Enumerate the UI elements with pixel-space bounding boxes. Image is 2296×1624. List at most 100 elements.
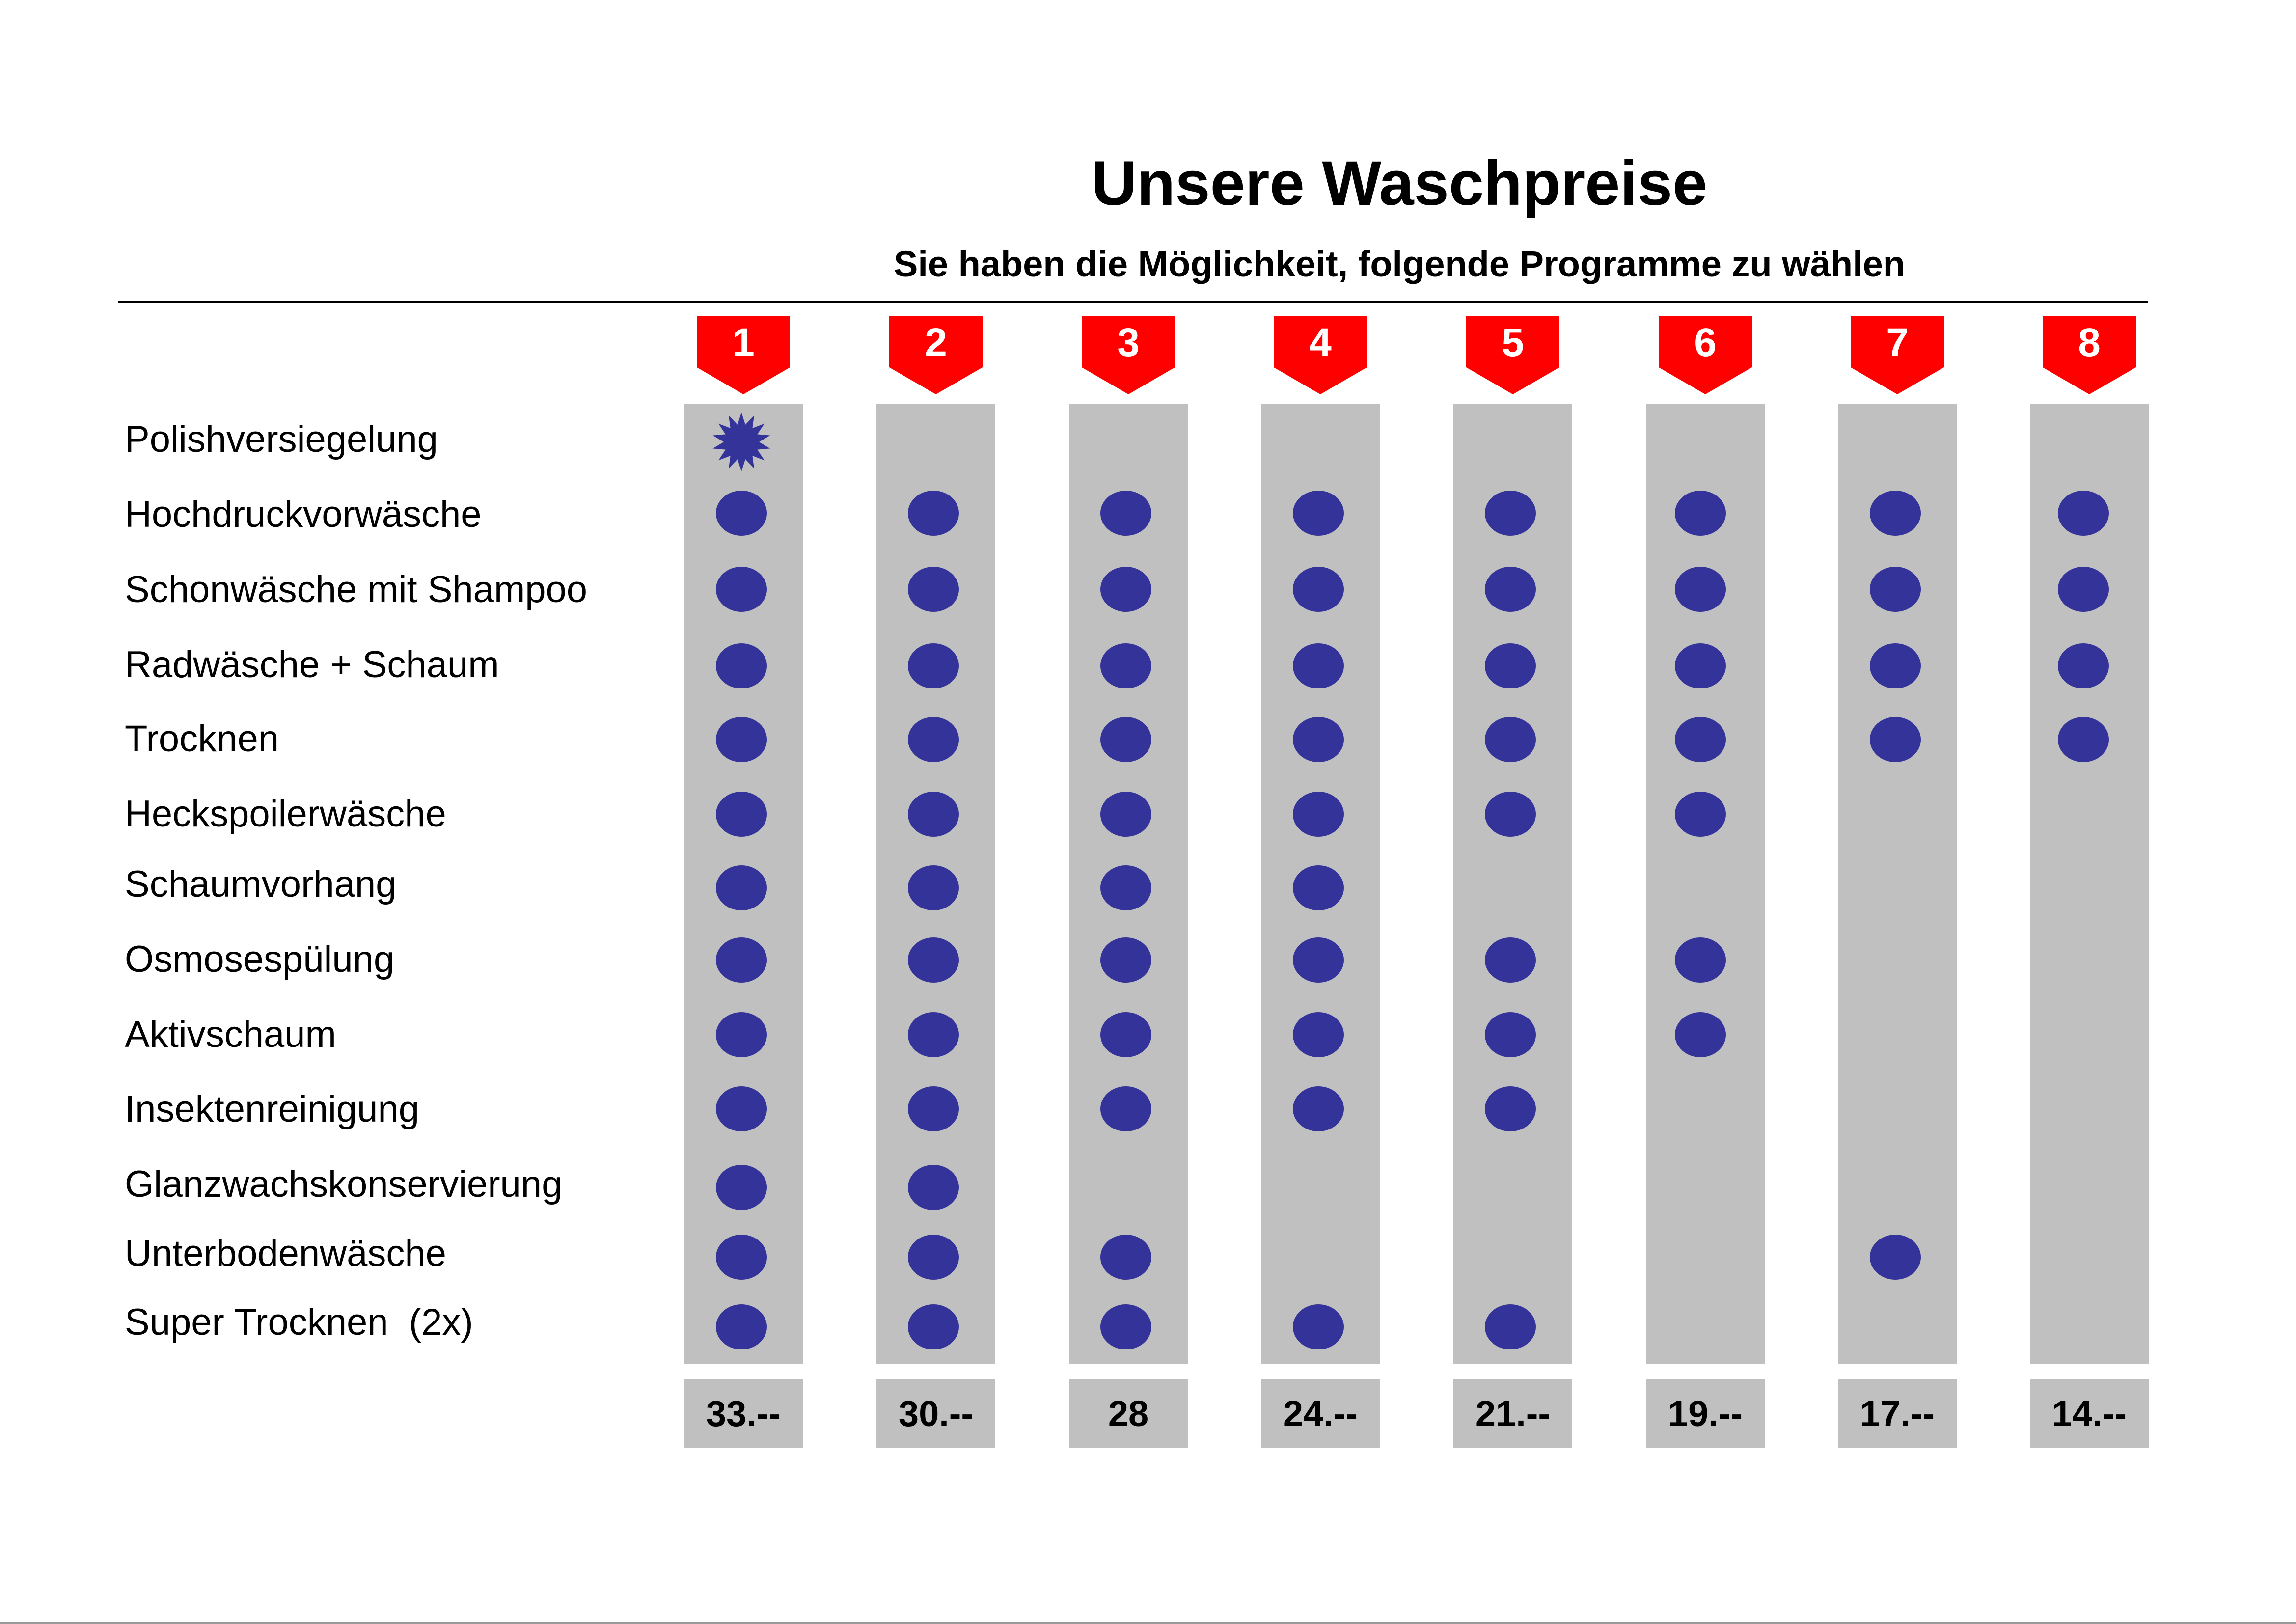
program-tag-3: 3	[1082, 316, 1175, 394]
included-dot	[1675, 717, 1726, 762]
included-dot	[908, 1086, 959, 1131]
program-number: 6	[1694, 320, 1717, 365]
included-dot	[1675, 792, 1726, 837]
included-dot	[1675, 1012, 1726, 1057]
included-dot	[1100, 1012, 1151, 1057]
included-dot	[1100, 1235, 1151, 1280]
program-number: 1	[732, 320, 755, 365]
included-dot	[716, 1012, 767, 1057]
program-number: 4	[1309, 320, 1332, 365]
included-dot	[1100, 567, 1151, 612]
included-dot	[2058, 491, 2109, 536]
included-dot	[908, 567, 959, 612]
feature-label: Hochdruckvorwäsche	[125, 494, 482, 535]
feature-label: Unterbodenwäsche	[125, 1233, 446, 1274]
included-dot	[1293, 717, 1344, 762]
included-dot	[1100, 1086, 1151, 1131]
feature-label: Polishversiegelung	[125, 418, 438, 460]
program-tag-5: 5	[1466, 316, 1559, 394]
included-dot	[716, 865, 767, 910]
included-dot	[1100, 865, 1151, 910]
included-dot	[1100, 643, 1151, 688]
program-tag-6: 6	[1659, 316, 1752, 394]
included-dot	[1293, 643, 1344, 688]
included-dot	[2058, 717, 2109, 762]
feature-label: Schaumvorhang	[125, 863, 397, 905]
program-number: 5	[1502, 320, 1524, 365]
included-dot	[2058, 567, 2109, 612]
page-title: Unsere Waschpreise	[1091, 148, 1708, 219]
feature-label: Aktivschaum	[125, 1014, 336, 1055]
program-number: 3	[1117, 320, 1140, 365]
program-column-5	[1453, 404, 1572, 1364]
program-number: 2	[925, 320, 947, 365]
program-column-7	[1838, 404, 1957, 1364]
included-dot	[908, 717, 959, 762]
included-dot	[2058, 643, 2109, 688]
price-7: 17.--	[1838, 1379, 1957, 1448]
program-tag-4: 4	[1274, 316, 1367, 394]
included-dot	[1293, 567, 1344, 612]
included-dot	[908, 792, 959, 837]
included-dot	[1870, 1235, 1921, 1280]
included-dot	[908, 643, 959, 688]
price-8: 14.--	[2030, 1379, 2149, 1448]
feature-label: Heckspoilerwäsche	[125, 793, 446, 835]
price-4: 24.--	[1261, 1379, 1380, 1448]
program-column-8	[2030, 404, 2149, 1364]
included-dot	[908, 1165, 959, 1210]
included-dot	[1293, 491, 1344, 536]
included-dot	[1870, 567, 1921, 612]
included-dot	[1293, 792, 1344, 837]
star-icon	[712, 413, 771, 474]
included-dot	[1675, 937, 1726, 983]
included-dot	[1870, 717, 1921, 762]
included-dot	[1293, 1304, 1344, 1349]
included-dot	[908, 1012, 959, 1057]
included-dot	[1100, 937, 1151, 983]
included-dot	[716, 1165, 767, 1210]
program-number: 7	[1886, 320, 1909, 365]
bottom-divider	[0, 1622, 2296, 1624]
included-dot	[716, 1235, 767, 1280]
included-dot	[716, 567, 767, 612]
included-dot	[1870, 491, 1921, 536]
program-column-6	[1646, 404, 1765, 1364]
feature-label: Schonwäsche mit Shampoo	[125, 569, 588, 610]
program-tag-2: 2	[889, 316, 983, 394]
included-dot	[716, 643, 767, 688]
price-1: 33.--	[684, 1379, 803, 1448]
included-dot	[1485, 937, 1536, 983]
included-dot	[716, 491, 767, 536]
included-dot	[1675, 567, 1726, 612]
included-dot	[908, 491, 959, 536]
included-dot	[908, 937, 959, 983]
included-dot	[1100, 792, 1151, 837]
included-dot	[1485, 1012, 1536, 1057]
feature-label: Insektenreinigung	[125, 1088, 419, 1130]
feature-label: Glanzwachskonservierung	[125, 1163, 563, 1205]
included-dot	[1485, 1304, 1536, 1349]
price-2: 30.--	[876, 1379, 995, 1448]
included-dot	[1675, 491, 1726, 536]
included-dot	[1485, 491, 1536, 536]
page-subtitle: Sie haben die Möglichkeit, folgende Prog…	[893, 244, 1906, 284]
feature-label: Osmosespülung	[125, 938, 395, 980]
included-dot	[1485, 567, 1536, 612]
included-dot	[1485, 643, 1536, 688]
included-dot	[908, 865, 959, 910]
header-divider	[118, 301, 2148, 303]
included-dot	[908, 1235, 959, 1280]
program-number: 8	[2078, 320, 2101, 365]
included-dot	[1293, 1086, 1344, 1131]
included-dot	[716, 1086, 767, 1131]
program-tag-8: 8	[2043, 316, 2136, 394]
program-tag-1: 1	[697, 316, 790, 394]
included-dot	[1100, 491, 1151, 536]
program-tag-7: 7	[1851, 316, 1944, 394]
included-dot	[1100, 1304, 1151, 1349]
feature-label: Super Trocknen (2x)	[125, 1301, 473, 1343]
included-dot	[908, 1304, 959, 1349]
price-3: 28	[1069, 1379, 1188, 1448]
included-dot	[1485, 717, 1536, 762]
